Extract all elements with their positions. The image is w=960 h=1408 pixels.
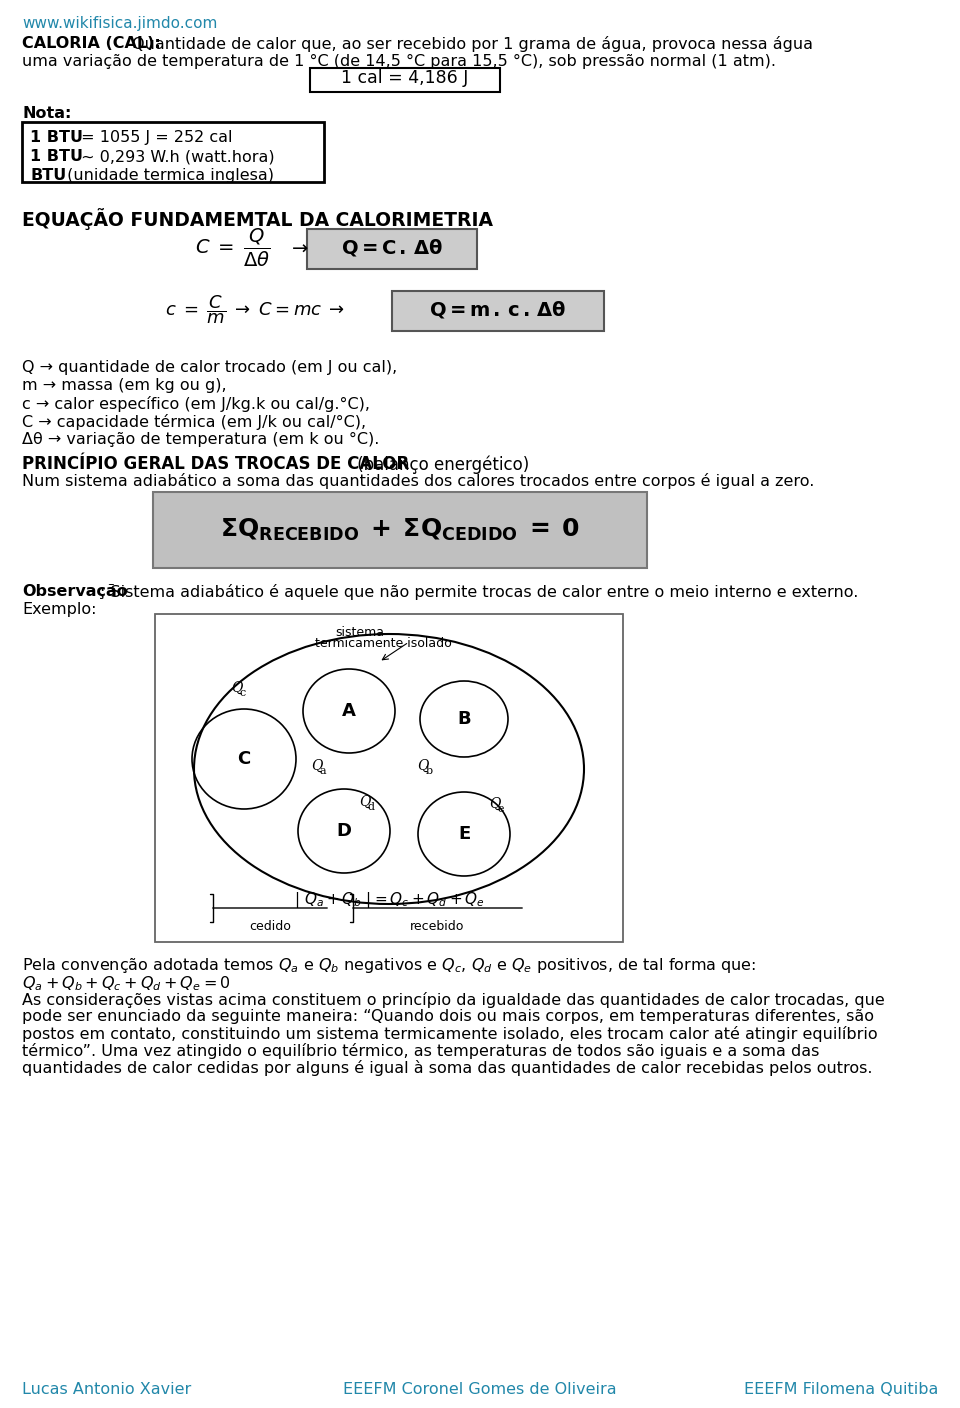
Text: Δθ → variação de temperatura (em k ou °C).: Δθ → variação de temperatura (em k ou °C… bbox=[22, 432, 379, 446]
Text: Nota:: Nota: bbox=[22, 106, 71, 121]
Text: www.wikifisica.jimdo.com: www.wikifisica.jimdo.com bbox=[22, 15, 217, 31]
Text: b: b bbox=[426, 766, 433, 776]
Text: pode ser enunciado da seguinte maneira: “Quando dois ou mais corpos, em temperat: pode ser enunciado da seguinte maneira: … bbox=[22, 1010, 874, 1024]
Text: D: D bbox=[337, 822, 351, 841]
Text: $C\;=\;\dfrac{Q}{\Delta\theta}$: $C\;=\;\dfrac{Q}{\Delta\theta}$ bbox=[195, 227, 271, 269]
Text: Q: Q bbox=[311, 759, 323, 773]
Text: (unidade termica inglesa): (unidade termica inglesa) bbox=[62, 168, 274, 183]
Bar bbox=[22, 122, 324, 182]
Text: Q: Q bbox=[417, 759, 428, 773]
Text: sistema: sistema bbox=[335, 627, 384, 639]
FancyBboxPatch shape bbox=[307, 230, 477, 269]
Text: Q → quantidade de calor trocado (em J ou cal),: Q → quantidade de calor trocado (em J ou… bbox=[22, 360, 397, 375]
Bar bbox=[155, 614, 623, 942]
Text: $\mathbf{Q = m\,.\,c\,.\,\Delta\theta}$: $\mathbf{Q = m\,.\,c\,.\,\Delta\theta}$ bbox=[429, 300, 566, 321]
FancyBboxPatch shape bbox=[392, 291, 604, 331]
Text: 1 BTU: 1 BTU bbox=[30, 130, 83, 145]
Text: térmico”. Uma vez atingido o equilíbrio térmico, as temperaturas de todos são ig: térmico”. Uma vez atingido o equilíbrio … bbox=[22, 1043, 820, 1059]
Text: B: B bbox=[457, 710, 470, 728]
Text: 1 cal = 4,186 J: 1 cal = 4,186 J bbox=[342, 69, 468, 87]
Text: quantidades de calor cedidas por alguns é igual à soma das quantidades de calor : quantidades de calor cedidas por alguns … bbox=[22, 1060, 873, 1076]
Text: PRINCÍPIO GERAL DAS TROCAS DE CALOR: PRINCÍPIO GERAL DAS TROCAS DE CALOR bbox=[22, 455, 409, 473]
Text: Quantidade de calor que, ao ser recebido por 1 grama de água, provoca nessa água: Quantidade de calor que, ao ser recebido… bbox=[127, 37, 813, 52]
Text: A: A bbox=[342, 703, 356, 719]
Text: e: e bbox=[498, 804, 505, 814]
Text: : Sistema adiabático é aquele que não permite trocas de calor entre o meio inter: : Sistema adiabático é aquele que não pe… bbox=[100, 584, 858, 600]
Text: c: c bbox=[240, 689, 247, 698]
Text: Lucas Antonio Xavier: Lucas Antonio Xavier bbox=[22, 1383, 191, 1397]
Text: recebido: recebido bbox=[410, 919, 465, 934]
Text: Num sistema adiabático a soma das quantidades dos calores trocados entre corpos : Num sistema adiabático a soma das quanti… bbox=[22, 473, 814, 489]
Text: $Q_a + Q_b + Q_c + Q_d + Q_e = 0$: $Q_a + Q_b + Q_c + Q_d + Q_e = 0$ bbox=[22, 974, 230, 993]
Text: Q: Q bbox=[359, 796, 371, 810]
Text: EEEFM Coronel Gomes de Oliveira: EEEFM Coronel Gomes de Oliveira bbox=[343, 1383, 617, 1397]
Text: $\rightarrow$: $\rightarrow$ bbox=[288, 239, 309, 258]
Text: $c\;=\;\dfrac{C}{m}\;\rightarrow\;C=mc\;\rightarrow$: $c\;=\;\dfrac{C}{m}\;\rightarrow\;C=mc\;… bbox=[165, 294, 345, 327]
Text: = 1055 J = 252 cal: = 1055 J = 252 cal bbox=[76, 130, 232, 145]
Text: C: C bbox=[237, 750, 251, 767]
Text: c → calor específico (em J/kg.k ou cal/g.°C),: c → calor específico (em J/kg.k ou cal/g… bbox=[22, 396, 370, 413]
Text: BTU: BTU bbox=[30, 168, 66, 183]
Text: termicamente isolado: termicamente isolado bbox=[315, 636, 452, 650]
Text: Q: Q bbox=[489, 797, 500, 811]
Text: $\mathbf{\Sigma Q_{RECEBIDO}\;+\;\Sigma Q_{CEDIDO}\;=\;0}$: $\mathbf{\Sigma Q_{RECEBIDO}\;+\;\Sigma … bbox=[220, 517, 580, 543]
Text: cedido: cedido bbox=[249, 919, 291, 934]
Text: Exemplo:: Exemplo: bbox=[22, 603, 97, 617]
Text: uma variação de temperatura de 1 °C (de 14,5 °C para 15,5 °C), sob pressão norma: uma variação de temperatura de 1 °C (de … bbox=[22, 54, 776, 69]
Text: C → capacidade térmica (em J/k ou cal/°C),: C → capacidade térmica (em J/k ou cal/°C… bbox=[22, 414, 366, 429]
Text: EQUAÇÃO FUNDAMEMTAL DA CALORIMETRIA: EQUAÇÃO FUNDAMEMTAL DA CALORIMETRIA bbox=[22, 208, 493, 230]
Bar bbox=[310, 68, 500, 92]
Text: d: d bbox=[368, 803, 375, 812]
Text: Pela convenção adotada temos $Q_a$ e $Q_b$ negativos e $Q_c$, $Q_d$ e $Q_e$ posi: Pela convenção adotada temos $Q_a$ e $Q_… bbox=[22, 956, 756, 974]
Text: ~ 0,293 W.h (watt.hora): ~ 0,293 W.h (watt.hora) bbox=[76, 149, 275, 163]
Text: a: a bbox=[320, 766, 326, 776]
Text: $\mathbf{Q = C\,.\,\Delta\theta}$: $\mathbf{Q = C\,.\,\Delta\theta}$ bbox=[341, 238, 443, 259]
Text: Observação: Observação bbox=[22, 584, 128, 598]
Text: postos em contato, constituindo um sistema termicamente isolado, eles trocam cal: postos em contato, constituindo um siste… bbox=[22, 1026, 877, 1042]
Text: EEEFM Filomena Quitiba: EEEFM Filomena Quitiba bbox=[744, 1383, 938, 1397]
Text: (balanço energético): (balanço energético) bbox=[352, 455, 529, 473]
Text: As considerações vistas acima constituem o princípio da igualdade das quantidade: As considerações vistas acima constituem… bbox=[22, 993, 885, 1008]
FancyBboxPatch shape bbox=[153, 491, 647, 567]
Text: $|\ Q_a + Q_b\ | = Q_c + Q_d + Q_e$: $|\ Q_a + Q_b\ | = Q_c + Q_d + Q_e$ bbox=[294, 890, 485, 910]
Text: m → massa (em kg ou g),: m → massa (em kg ou g), bbox=[22, 377, 227, 393]
Text: Q: Q bbox=[231, 681, 242, 696]
Text: E: E bbox=[458, 825, 470, 843]
Text: CALORIA (CAL):: CALORIA (CAL): bbox=[22, 37, 160, 51]
Text: 1 BTU: 1 BTU bbox=[30, 149, 83, 163]
